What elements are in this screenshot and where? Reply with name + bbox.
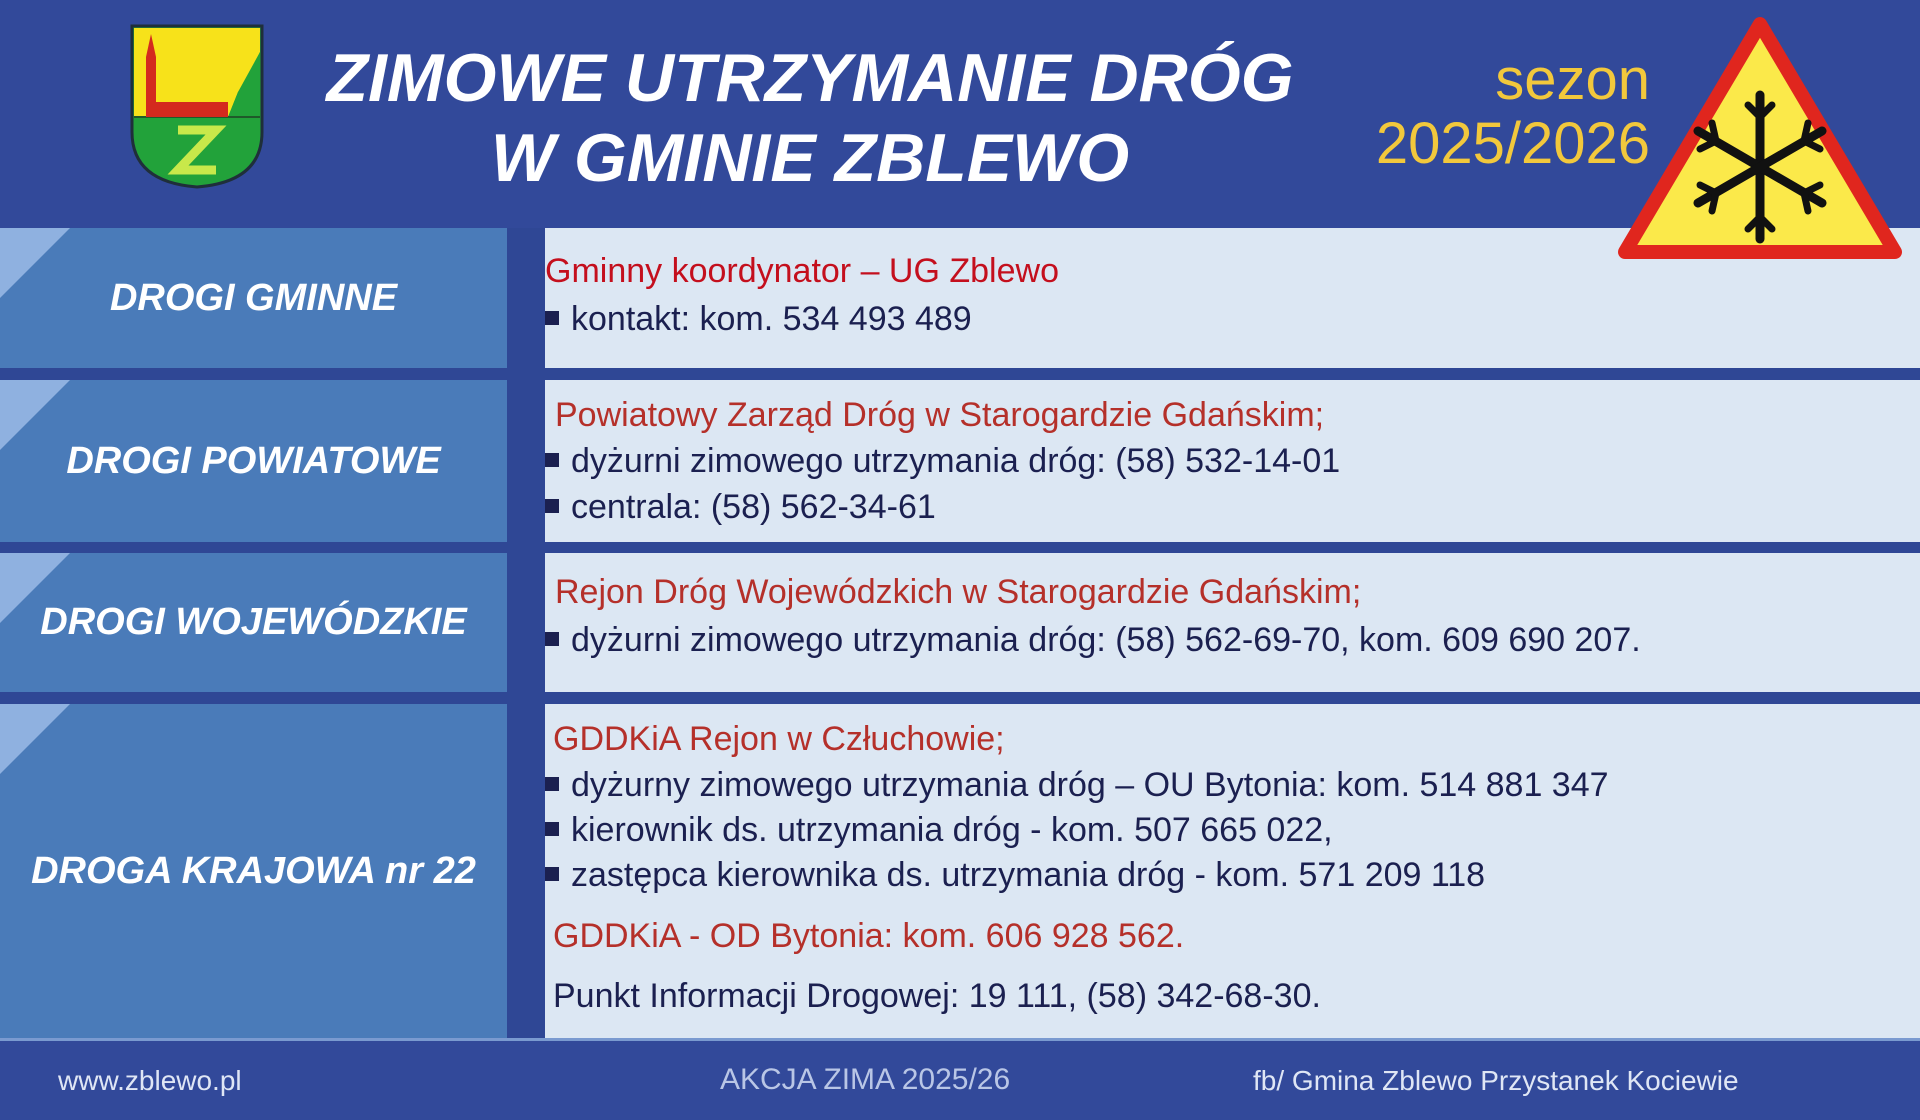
row-drogi-gminne: DROGI GMINNE Gminny koordynator – UG Zbl… bbox=[0, 228, 1920, 368]
bullet-icon bbox=[545, 822, 559, 837]
row-drogi-powiatowe: DROGI POWIATOWE Powiatowy Zarząd Dróg w … bbox=[0, 380, 1920, 542]
item-text: dyżurni zimowego utrzymania dróg: (58) 5… bbox=[571, 442, 1341, 480]
row-label-cell: DROGI GMINNE bbox=[0, 228, 507, 368]
bullet-icon bbox=[545, 499, 559, 514]
row-label-cell: DROGI WOJEWÓDZKIE bbox=[0, 553, 507, 692]
row-content: Powiatowy Zarząd Dróg w Starogardzie Gda… bbox=[545, 380, 1920, 542]
row-droga-krajowa: DROGA KRAJOWA nr 22 GDDKiA Rejon w Człuc… bbox=[0, 704, 1920, 1038]
list-item: dyżurny zimowego utrzymania dróg – OU By… bbox=[545, 766, 1609, 805]
coat-of-arms-logo bbox=[130, 24, 264, 189]
row-label-cell: DROGI POWIATOWE bbox=[0, 380, 507, 542]
bullet-icon bbox=[545, 777, 559, 792]
bullet-icon bbox=[545, 632, 559, 647]
row-heading: Rejon Dróg Wojewódzkich w Starogardzie G… bbox=[555, 573, 1362, 611]
bullet-icon bbox=[545, 867, 559, 882]
facebook-link[interactable]: fb/ Gmina Zblewo Przystanek Kociewie bbox=[1253, 1065, 1739, 1096]
item-text: kontakt: kom. 534 493 489 bbox=[571, 300, 972, 338]
list-item: dyżurni zimowego utrzymania dróg: (58) 5… bbox=[545, 621, 1641, 660]
header: ZIMOWE UTRZYMANIE DRÓG W GMINIE ZBLEWO s… bbox=[0, 0, 1920, 228]
item-text: zastępca kierownika ds. utrzymania dróg … bbox=[571, 856, 1486, 894]
list-item: dyżurni zimowego utrzymania dróg: (58) 5… bbox=[545, 442, 1340, 481]
list-item: centrala: (58) 562-34-61 bbox=[545, 488, 936, 527]
item-text: centrala: (58) 562-34-61 bbox=[571, 488, 936, 526]
campaign-label: AKCJA ZIMA 2025/26 bbox=[720, 1063, 1011, 1096]
item-text: kierownik ds. utrzymania dróg - kom. 507… bbox=[571, 811, 1333, 849]
list-item: kierownik ds. utrzymania dróg - kom. 507… bbox=[545, 811, 1333, 850]
row-content: GDDKiA Rejon w Człuchowie; dyżurny zimow… bbox=[545, 704, 1920, 1038]
row-heading: Gminny koordynator – UG Zblewo bbox=[545, 252, 1059, 290]
page-title: ZIMOWE UTRZYMANIE DRÓG W GMINIE ZBLEWO bbox=[300, 38, 1320, 198]
row-label-cell: DROGA KRAJOWA nr 22 bbox=[0, 704, 507, 1038]
item-text: dyżurny zimowego utrzymania dróg – OU By… bbox=[571, 766, 1609, 804]
row-label: DROGI WOJEWÓDZKIE bbox=[40, 601, 467, 643]
row-heading: Powiatowy Zarząd Dróg w Starogardzie Gda… bbox=[555, 396, 1325, 434]
website-link[interactable]: www.zblewo.pl bbox=[58, 1065, 242, 1096]
row-content: Rejon Dróg Wojewódzkich w Starogardzie G… bbox=[545, 553, 1920, 692]
row-heading: GDDKiA Rejon w Człuchowie; bbox=[553, 720, 1005, 758]
list-item: zastępca kierownika ds. utrzymania dróg … bbox=[545, 856, 1485, 895]
title-line-1: ZIMOWE UTRZYMANIE DRÓG bbox=[326, 40, 1294, 116]
list-item: kontakt: kom. 534 493 489 bbox=[545, 300, 972, 339]
snowflake-warning-sign-icon bbox=[1618, 17, 1902, 259]
item-text: dyżurni zimowego utrzymania dróg: (58) 5… bbox=[571, 621, 1641, 659]
row-drogi-wojewodzkie: DROGI WOJEWÓDZKIE Rejon Dróg Wojewódzkic… bbox=[0, 553, 1920, 692]
footer: www.zblewo.pl AKCJA ZIMA 2025/26 fb/ Gmi… bbox=[0, 1038, 1920, 1120]
row-note: Punkt Informacji Drogowej: 19 111, (58) … bbox=[553, 977, 1321, 1015]
season-label: sezon bbox=[1495, 47, 1650, 112]
row-label: DROGI POWIATOWE bbox=[66, 439, 441, 482]
season: sezon 2025/2026 bbox=[1345, 48, 1650, 176]
title-line-2: W GMINIE ZBLEWO bbox=[490, 120, 1130, 196]
bullet-icon bbox=[545, 453, 559, 468]
row-label: DROGI GMINNE bbox=[109, 276, 398, 319]
row-label: DROGA KRAJOWA nr 22 bbox=[31, 849, 476, 892]
bullet-icon bbox=[545, 311, 559, 326]
season-years: 2025/2026 bbox=[1375, 111, 1650, 176]
row-subheading: GDDKiA - OD Bytonia: kom. 606 928 562. bbox=[553, 917, 1185, 955]
